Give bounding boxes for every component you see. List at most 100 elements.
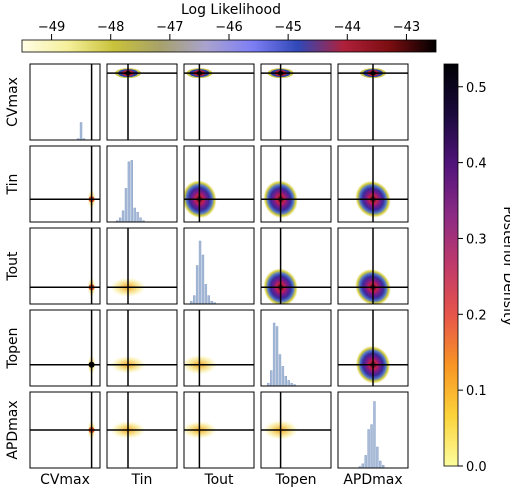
histogram-bar [270,370,273,386]
panel-Topen-Tout [183,309,255,387]
row-label-Tout: Tout [5,251,21,282]
panel-Tout-APDmax [337,227,409,305]
histogram-bar [118,217,122,222]
log-likelihood-tick-label: −45 [274,20,301,35]
histogram-bar [379,460,382,468]
log-likelihood-tick-label: −49 [38,20,65,35]
posterior-density-gradient [443,63,459,467]
panel-frame [29,145,101,223]
histogram-bar [364,455,367,468]
panel-Topen-APDmax [337,309,409,387]
histogram-bar [284,375,288,386]
histogram-bar [213,302,216,304]
histogram-bar [204,284,208,304]
panel-Tout-Tin [106,227,178,305]
posterior-density-label: Posterior Density [500,206,510,326]
histogram-bar [281,366,285,386]
panel-frame [260,145,332,223]
row-label-CVmax: CVmax [5,77,21,127]
panel-Topen-Tin [106,309,178,387]
histogram-bar [121,210,125,222]
log-likelihood-ticks: −49 −48 −47 −46 −45 −44 −43 [38,20,420,40]
histogram-bar [207,295,210,304]
panel-frame [337,391,409,469]
panel-APDmax-Tout [183,391,255,469]
panel-frame [183,145,255,223]
histogram-bar [195,265,199,304]
histogram-bar [358,466,362,468]
histogram-bar [293,384,296,386]
panel-CVmax-Tout [183,63,255,141]
posterior-density-tick-label: 0.1 [466,384,487,399]
panel-frame [29,227,101,305]
panel-frame [106,391,178,469]
histogram-bar [267,382,270,386]
histogram-bar [210,300,213,304]
histogram-bar [361,463,365,468]
histogram-bar [127,161,131,222]
panel-frame [260,309,332,387]
histogram-bar [190,300,193,304]
panel-frame [183,391,255,469]
log-likelihood-tick-label: −47 [156,20,183,35]
histogram-bar [133,207,136,222]
posterior-density-tick-label: 0.0 [466,460,487,475]
panel-frame [337,227,409,305]
log-likelihood-colorbar: Log Likelihood −49 −48 −47 −46 −45 −44 −43 [21,2,437,53]
panel-CVmax-CVmax [29,63,101,141]
histogram-bar [76,138,80,140]
column-label-CVmax: CVmax [40,472,90,488]
panel-frame [260,63,332,141]
panel-frame [106,63,178,141]
panel-grid [29,63,409,469]
histogram-bar [275,326,279,386]
panel-Tout-CVmax [29,227,101,305]
panel-Tin-Topen [260,145,332,223]
histogram-bar [139,217,142,222]
panel-APDmax-Topen [260,391,332,469]
panel-Tin-CVmax [29,145,101,223]
panel-APDmax-Tin [106,391,178,469]
panel-Topen-CVmax [29,309,101,387]
histogram-bar [367,429,370,468]
panel-Tout-Topen [260,227,332,305]
histogram-bar [278,354,282,386]
panel-CVmax-APDmax [337,63,409,141]
posterior-density-colorbar: 0.0 0.1 0.2 0.3 0.4 0.5 Posterior Density [443,63,510,475]
histogram-bar [272,322,276,386]
panel-frame [183,227,255,305]
column-label-Topen: Topen [274,472,316,488]
histogram-bar [79,122,83,140]
histogram-bar [116,220,119,222]
panel-frame [337,309,409,387]
panel-Tin-Tout [183,145,255,223]
panel-CVmax-Topen [260,63,332,141]
posterior-density-tick-label: 0.2 [466,308,487,323]
row-label-Tin: Tin [5,174,21,196]
histogram-bar [287,380,290,386]
log-likelihood-gradient [21,39,437,53]
panel-frame [337,63,409,141]
column-label-Tin: Tin [131,472,153,488]
panel-APDmax-CVmax [29,391,101,469]
panel-frame [260,391,332,469]
panel-Topen-Topen [260,309,332,387]
panel-frame [106,309,178,387]
histogram-bar [376,446,379,468]
row-label-APDmax: APDmax [5,400,21,459]
log-likelihood-tick-label: −44 [334,20,361,35]
panel-frame [29,309,101,387]
posterior-density-tick-label: 0.3 [466,232,487,247]
log-likelihood-tick-label: −48 [97,20,124,35]
panel-Tin-Tin [106,145,178,223]
row-labels: CVmax Tin Tout Topen APDmax [5,77,21,460]
panel-Tout-Tout [183,227,255,305]
histogram-bar [142,220,145,222]
posterior-density-ticks: 0.0 0.1 0.2 0.3 0.4 0.5 [458,81,487,475]
panel-frame [106,145,178,223]
histogram-bar [370,424,373,468]
panel-frame [106,227,178,305]
histogram-bar [124,188,128,222]
panel-frame [29,391,101,469]
histogram-bar [373,401,376,468]
